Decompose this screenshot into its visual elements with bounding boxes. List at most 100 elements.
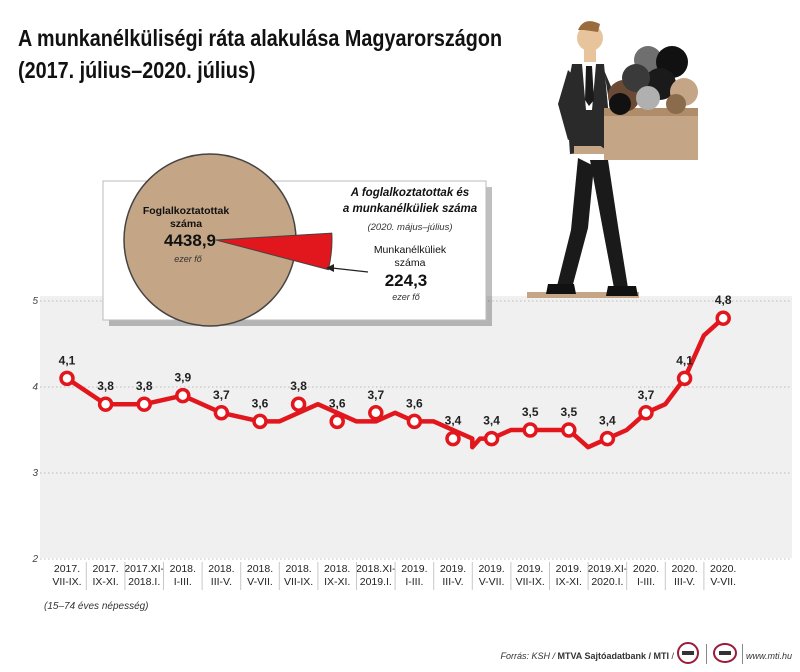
x-axis-ticks: 2017.VII-IX.2017.IX-XI.2017.XI-2018.I.20… — [52, 562, 736, 590]
data-point-17 — [715, 310, 731, 326]
data-label-7: 3,6 — [329, 396, 346, 410]
pie-title-1: A foglalkoztatottak és — [350, 187, 469, 199]
pie-title-2: a munkanélküliek száma — [343, 203, 478, 215]
x-tick-9-line2: I-III. — [405, 576, 423, 588]
pie-employed-unit: ezer fő — [174, 254, 203, 264]
pie-arrow-head — [326, 264, 334, 272]
data-label-16: 4,1 — [676, 353, 693, 367]
x-tick-15-line2: I-III. — [637, 576, 655, 588]
y-tick-2: 2 — [31, 554, 38, 565]
x-tick-3-line1: 2018. — [170, 563, 196, 575]
data-point-6 — [290, 396, 307, 412]
x-tick-3-line2: I-III. — [174, 576, 192, 588]
x-tick-4-line2: III-V. — [211, 576, 232, 588]
chart-title-line-1: A munkanélküliségi ráta alakulása Magyar… — [18, 25, 503, 51]
x-tick-1-line2: IX-XI. — [92, 576, 118, 588]
data-point-9 — [406, 413, 423, 430]
y-tick-4: 4 — [32, 382, 38, 393]
x-tick-17-line1: 2020. — [710, 563, 736, 575]
x-tick-13-line1: 2019. — [556, 563, 582, 575]
x-tick-16-line1: 2020. — [671, 563, 697, 575]
data-point-13 — [561, 422, 577, 438]
x-tick-0-line1: 2017. — [54, 563, 80, 575]
x-tick-1-line1: 2017. — [92, 563, 118, 575]
data-point-16 — [676, 370, 693, 387]
data-point-10 — [445, 430, 461, 447]
x-tick-6-line1: 2018. — [285, 563, 311, 575]
y-tick-5: 5 — [32, 296, 38, 307]
data-label-6: 3,8 — [290, 379, 307, 393]
x-tick-15-line1: 2020. — [633, 563, 659, 575]
data-point-15 — [638, 405, 654, 421]
data-label-8: 3,7 — [367, 388, 384, 402]
data-point-14 — [599, 430, 616, 447]
data-label-9: 3,6 — [406, 396, 423, 410]
pie-unemployed-value: 224,3 — [385, 271, 428, 290]
data-label-4: 3,7 — [213, 388, 230, 402]
data-label-2: 3,8 — [136, 379, 153, 393]
data-label-1: 3,8 — [97, 379, 114, 393]
data-label-11: 3,4 — [483, 414, 500, 428]
mtva-logo-icon — [677, 642, 699, 664]
data-point-4 — [213, 405, 230, 421]
x-tick-13-line2: IX-XI. — [556, 576, 582, 588]
data-point-8 — [368, 405, 384, 421]
x-tick-7-line2: IX-XI. — [324, 576, 350, 588]
x-tick-0-line2: VII-IX. — [52, 576, 81, 588]
data-point-1 — [97, 396, 114, 412]
data-point-0 — [59, 370, 75, 387]
man-carrying-box-illustration — [527, 21, 698, 298]
x-tick-5-line2: V-VII. — [247, 576, 273, 588]
x-tick-12-line1: 2019. — [517, 563, 543, 575]
source-credit: Forrás: KSH / MTVA Sajtóadatbank / MTI / — [500, 651, 674, 661]
data-label-10: 3,4 — [445, 414, 462, 428]
chart-title-line-2: (2017. július–2020. július) — [18, 57, 256, 83]
series-unemployment-rate — [59, 310, 731, 450]
logo-separator — [706, 644, 707, 664]
series-line — [64, 315, 726, 450]
data-label-0: 4,1 — [59, 353, 76, 367]
source-agency: MTVA Sajtóadatbank / MTI — [557, 651, 669, 661]
data-label-5: 3,6 — [252, 396, 269, 410]
x-tick-11-line2: V-VII. — [479, 576, 505, 588]
website-url: www.mti.hu — [745, 651, 792, 661]
x-tick-17-line2: V-VII. — [710, 576, 736, 588]
pie-slice-unemployed — [215, 232, 333, 271]
pie-callout: Foglalkoztatottak száma 4438,9 ezer fő A… — [102, 153, 492, 327]
x-tick-8-line2: 2019.I. — [360, 576, 392, 588]
source-prefix: Forrás: KSH / — [500, 651, 558, 661]
x-tick-14-line2: 2020.I. — [591, 576, 623, 588]
data-label-17: 4,8 — [715, 293, 732, 307]
x-tick-2-line2: 2018.I. — [128, 576, 160, 588]
pie-employed-value: 4438,9 — [164, 231, 216, 250]
x-tick-14-line1: 2019.XI- — [588, 563, 628, 575]
x-tick-11-line1: 2019. — [478, 563, 504, 575]
pie-employed-label-2: száma — [170, 218, 202, 230]
data-point-3 — [175, 387, 191, 404]
x-tick-2-line1: 2017.XI- — [124, 563, 164, 575]
y-axis-ticks: 2 3 4 5 — [31, 296, 38, 565]
x-tick-16-line2: III-V. — [674, 576, 695, 588]
source-suffix: / — [668, 651, 674, 661]
x-tick-7-line1: 2018. — [324, 563, 350, 575]
x-tick-5-line1: 2018. — [247, 563, 273, 575]
data-point-11 — [483, 430, 500, 447]
pie-period: (2020. május–július) — [367, 222, 452, 233]
data-point-2 — [136, 396, 152, 412]
data-label-13: 3,5 — [560, 405, 577, 419]
logo-separator-2 — [742, 644, 743, 664]
pie-arrow — [331, 267, 369, 273]
x-tick-12-line2: VII-IX. — [516, 576, 545, 588]
x-tick-10-line2: III-V. — [442, 576, 463, 588]
x-tick-8-line1: 2018.XI- — [356, 563, 396, 575]
x-tick-9-line1: 2019. — [401, 563, 427, 575]
chart-title: A munkanélküliségi ráta alakulása Magyar… — [18, 22, 581, 86]
data-labels: 4,1 3,8 3,8 3,9 3,7 3,6 3,8 3,6 3,7 3,6 3,4 3,4 3,5 3… — [59, 293, 732, 427]
y-tick-3: 3 — [32, 468, 38, 479]
pie-employed-label-1: Foglalkoztatottak — [143, 205, 229, 217]
pie-unemployed-label-1: Munkanélküliek — [374, 244, 447, 256]
population-note: (15–74 éves népesség) — [44, 601, 149, 612]
data-label-12: 3,5 — [522, 405, 539, 419]
data-label-15: 3,7 — [638, 388, 655, 402]
